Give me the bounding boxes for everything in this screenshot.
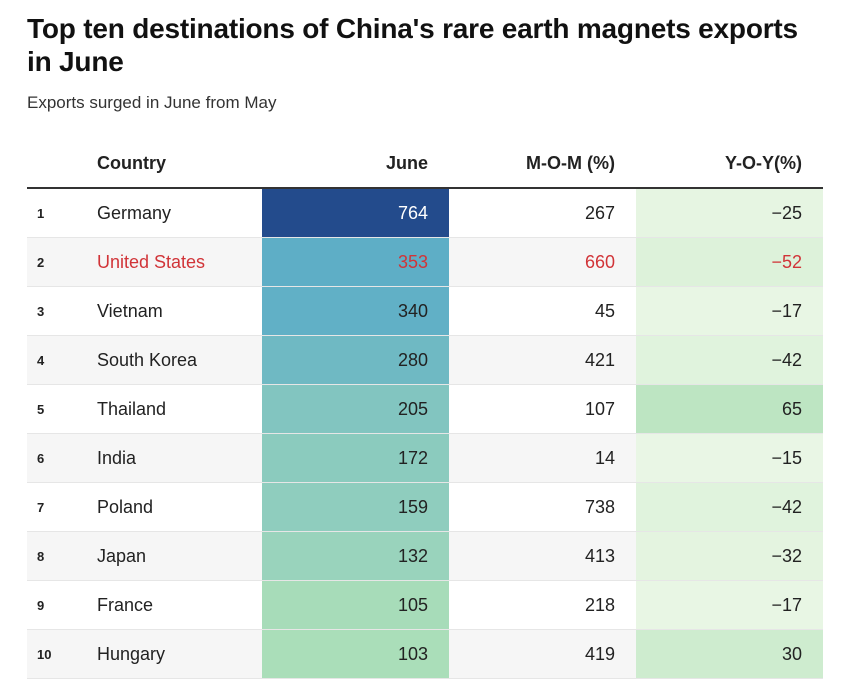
header-rank xyxy=(27,140,97,189)
cell-country: France xyxy=(97,580,262,630)
cell-mom: 419 xyxy=(449,629,636,679)
header-june: June xyxy=(262,140,449,189)
table-row: 8 Japan 132 413 −32 xyxy=(27,531,823,581)
cell-mom: 660 xyxy=(449,237,636,287)
cell-rank: 5 xyxy=(27,384,97,434)
cell-yoy: −15 xyxy=(636,433,823,483)
cell-june: 764 xyxy=(262,188,449,238)
cell-rank: 10 xyxy=(27,629,97,679)
cell-rank: 2 xyxy=(27,237,97,287)
table-row: 4 South Korea 280 421 −42 xyxy=(27,335,823,385)
cell-june: 103 xyxy=(262,629,449,679)
table-body: 1 Germany 764 267 −25 2 United States 353 660 −52… xyxy=(27,188,823,679)
cell-country: Thailand xyxy=(97,384,262,434)
cell-mom: 413 xyxy=(449,531,636,581)
cell-yoy: 65 xyxy=(636,384,823,434)
table-row: 2 United States 353 660 −52 xyxy=(27,237,823,287)
cell-yoy: −25 xyxy=(636,188,823,238)
cell-rank: 4 xyxy=(27,335,97,385)
cell-yoy: −17 xyxy=(636,286,823,336)
cell-june: 159 xyxy=(262,482,449,532)
cell-june: 132 xyxy=(262,531,449,581)
cell-country: India xyxy=(97,433,262,483)
cell-yoy: 30 xyxy=(636,629,823,679)
cell-rank: 7 xyxy=(27,482,97,532)
header-country: Country xyxy=(97,140,262,189)
table-row: 10 Hungary 103 419 30 xyxy=(27,629,823,679)
data-table: Country June M-O-M (%) Y-O-Y(%) 1 Germany… xyxy=(27,140,823,679)
cell-mom: 267 xyxy=(449,188,636,238)
table-row: 3 Vietnam 340 45 −17 xyxy=(27,286,823,336)
cell-country: South Korea xyxy=(97,335,262,385)
cell-mom: 45 xyxy=(449,286,636,336)
header-mom: M-O-M (%) xyxy=(449,140,636,189)
cell-yoy: −42 xyxy=(636,482,823,532)
cell-mom: 107 xyxy=(449,384,636,434)
cell-yoy: −42 xyxy=(636,335,823,385)
cell-june: 340 xyxy=(262,286,449,336)
cell-country: Hungary xyxy=(97,629,262,679)
cell-country: Japan xyxy=(97,531,262,581)
header-row: Country June M-O-M (%) Y-O-Y(%) xyxy=(27,140,823,189)
cell-country: Poland xyxy=(97,482,262,532)
cell-mom: 738 xyxy=(449,482,636,532)
cell-rank: 1 xyxy=(27,188,97,238)
cell-june: 105 xyxy=(262,580,449,630)
cell-rank: 6 xyxy=(27,433,97,483)
cell-june: 172 xyxy=(262,433,449,483)
cell-mom: 218 xyxy=(449,580,636,630)
chart-title: Top ten destinations of China's rare ear… xyxy=(27,13,798,77)
cell-rank: 3 xyxy=(27,286,97,336)
cell-yoy: −52 xyxy=(636,237,823,287)
cell-june: 205 xyxy=(262,384,449,434)
cell-rank: 8 xyxy=(27,531,97,581)
header-yoy: Y-O-Y(%) xyxy=(636,140,823,189)
cell-country: United States xyxy=(97,237,262,287)
cell-june: 280 xyxy=(262,335,449,385)
chart-subtitle: Exports surged in June from May xyxy=(27,93,277,112)
table-row: 6 India 172 14 −15 xyxy=(27,433,823,483)
cell-june: 353 xyxy=(262,237,449,287)
cell-mom: 421 xyxy=(449,335,636,385)
table-row: 5 Thailand 205 107 65 xyxy=(27,384,823,434)
cell-country: Vietnam xyxy=(97,286,262,336)
table-row: 1 Germany 764 267 −25 xyxy=(27,188,823,238)
table-row: 7 Poland 159 738 −42 xyxy=(27,482,823,532)
table-row: 9 France 105 218 −17 xyxy=(27,580,823,630)
cell-yoy: −32 xyxy=(636,531,823,581)
cell-mom: 14 xyxy=(449,433,636,483)
cell-yoy: −17 xyxy=(636,580,823,630)
cell-country: Germany xyxy=(97,188,262,238)
cell-rank: 9 xyxy=(27,580,97,630)
